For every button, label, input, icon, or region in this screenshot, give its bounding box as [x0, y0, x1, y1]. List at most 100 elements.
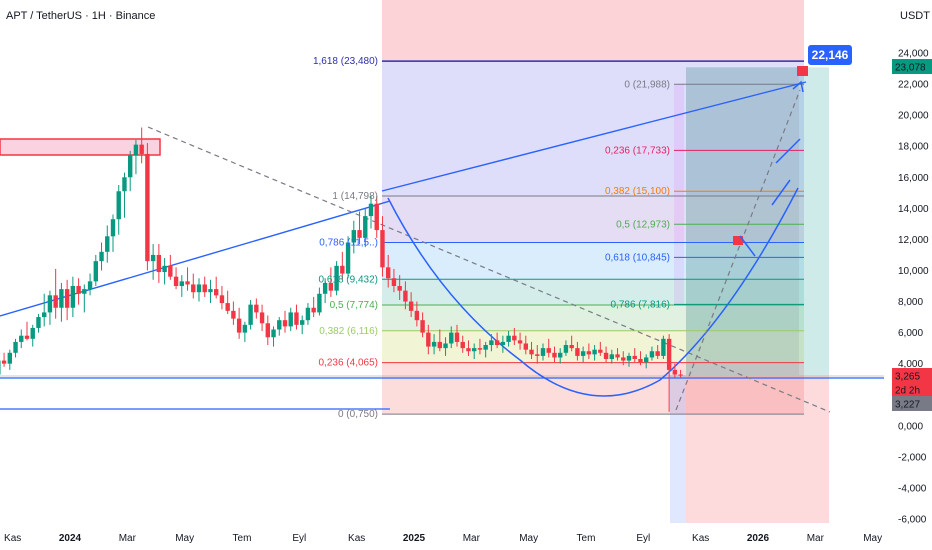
candle-body: [609, 354, 614, 360]
candle-body: [666, 338, 672, 370]
candle-body: [82, 289, 87, 294]
candle-body: [254, 304, 259, 313]
time-tick-label: Mar: [807, 533, 825, 544]
target-inner-zone: [686, 67, 799, 376]
candle-body: [236, 318, 242, 333]
price-tick-label: 20,000: [898, 111, 929, 122]
channel-trendline: [381, 81, 807, 192]
time-tick-label: 2025: [403, 533, 426, 544]
candle-body: [626, 355, 632, 361]
move-arrow: [771, 179, 791, 206]
drawing-zones: [0, 0, 829, 523]
fib-target-label: 0,236 (17,733): [605, 145, 670, 156]
last-price-badge: 3,265: [895, 372, 920, 383]
candle-body: [294, 312, 299, 325]
candle-body: [368, 203, 374, 217]
candlestick-series: [0, 127, 683, 412]
target-callout-bg: [808, 45, 852, 65]
candle-body: [311, 307, 316, 313]
candle-body: [317, 293, 322, 313]
candle-body: [483, 345, 488, 350]
candle-body: [621, 357, 626, 361]
time-range-zone: [670, 375, 686, 523]
candle-body: [638, 359, 643, 363]
candle-body: [156, 254, 162, 273]
candle-body: [420, 320, 425, 333]
candle-body: [93, 261, 98, 282]
candle-body: [546, 348, 551, 353]
candle-body: [64, 289, 70, 308]
candle-body: [661, 338, 666, 356]
candle-body: [265, 323, 270, 338]
candle-body: [110, 219, 116, 237]
candle-body: [569, 345, 574, 349]
fib-level-label: 0,786 (11,5..): [319, 238, 378, 249]
candle-body: [305, 307, 311, 321]
stop-loss-zone: [686, 375, 829, 523]
candle-body: [449, 332, 454, 344]
candle-body: [632, 355, 637, 360]
fib-target-label: 0,786 (7,816): [611, 299, 671, 310]
price-tick-label: 8,000: [898, 297, 923, 308]
red-top-zone: [382, 0, 804, 62]
fib-level-label: 1 (14,798): [332, 191, 378, 202]
price-tick-label: 24,000: [898, 49, 929, 60]
candle-body: [506, 335, 511, 342]
candle-body: [219, 295, 225, 304]
price-tick-label: 16,000: [898, 173, 929, 184]
low-price-badge: 3,227: [895, 400, 920, 411]
fib-level-label: 0,236 (4,065): [319, 358, 379, 369]
low-price-badge-bg: [892, 396, 932, 411]
candle-body: [145, 153, 150, 262]
price-tick-label: 0,000: [898, 421, 923, 432]
target-arrowhead: [792, 80, 804, 93]
price-tick-label: 4,000: [898, 359, 923, 370]
candle-body: [363, 216, 368, 238]
target-callout-text: 22,146: [812, 48, 849, 62]
candle-body: [214, 289, 219, 296]
resistance-box: [0, 138, 161, 156]
price-tick-label: 22,000: [898, 80, 929, 91]
candle-body: [13, 341, 18, 353]
price-tick-label: -6,000: [898, 515, 927, 526]
candle-body: [580, 351, 586, 356]
price-tick-label: 14,000: [898, 204, 929, 215]
candle-body: [598, 349, 603, 353]
candle-body: [70, 286, 76, 308]
candle-body: [259, 312, 265, 324]
candle-body: [328, 282, 334, 291]
time-tick-label: Kas: [4, 533, 21, 544]
candle-body: [59, 289, 64, 308]
time-axis[interactable]: Kas 2024 Mar May Tem Eyl Kas 2025 Mar May Tem Eyl Ka…: [4, 533, 882, 544]
candle-body: [512, 335, 517, 341]
chart-title: APT / TetherUS · 1H · Binance: [6, 10, 155, 22]
candle-body: [128, 155, 133, 178]
candle-body: [374, 203, 379, 231]
candle-body: [99, 251, 104, 262]
candle-body: [76, 286, 81, 294]
candle-body: [678, 374, 683, 376]
candle-body: [185, 281, 190, 285]
fib-level-label: 0,5 (7,774): [330, 300, 378, 311]
candle-body: [47, 295, 53, 313]
candle-body: [558, 352, 563, 358]
candle-body: [466, 348, 471, 352]
time-tick-label: Tem: [577, 533, 596, 544]
candle-body: [454, 332, 460, 342]
candle-body: [225, 303, 230, 311]
midpoint-marker: [733, 236, 743, 245]
candle-body: [540, 348, 546, 356]
candle-body: [517, 340, 523, 344]
currency-label[interactable]: USDT: [900, 10, 930, 22]
candle-body: [191, 284, 196, 293]
candle-body: [615, 354, 620, 358]
candle-body: [7, 352, 12, 364]
fib-level-label: 0,382 (6,116): [319, 326, 378, 337]
time-tick-label: Eyl: [292, 533, 306, 544]
candle-body: [277, 320, 282, 330]
candle-body: [523, 343, 528, 350]
candle-body: [529, 349, 534, 355]
price-axis[interactable]: 24,000 22,000 20,000 18,000 16,000 14,000 12,0…: [892, 49, 932, 526]
fib-target-label: 0,5 (12,973): [616, 219, 670, 230]
